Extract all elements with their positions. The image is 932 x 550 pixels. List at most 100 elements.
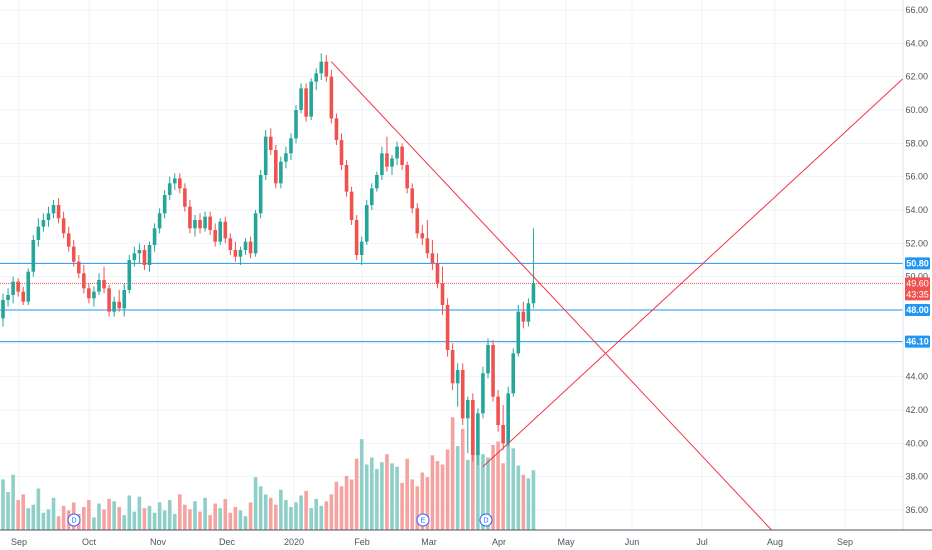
candle-body <box>137 250 142 254</box>
candle-body <box>31 240 36 272</box>
candle-body <box>375 175 379 189</box>
volume-bar <box>465 459 470 530</box>
candle-body <box>339 140 344 165</box>
candle-body <box>309 81 313 117</box>
volume-bar <box>299 495 303 530</box>
candle-body <box>1 300 5 319</box>
volume-bar <box>405 458 409 530</box>
volume-bar <box>258 486 263 530</box>
volume-bar <box>476 450 480 530</box>
candle-body <box>450 350 455 384</box>
volume-bar <box>450 417 455 530</box>
volume-bar <box>279 489 283 530</box>
candle-body <box>233 250 238 257</box>
volume-bar <box>61 505 66 530</box>
candle-body <box>521 311 526 322</box>
volume-bar <box>496 441 500 530</box>
volume-bar <box>92 517 96 530</box>
volume-bar <box>152 512 157 530</box>
candle-body <box>183 188 187 207</box>
candle-body <box>314 73 319 82</box>
trend-lines[interactable] <box>331 61 904 531</box>
candle-body <box>329 76 334 119</box>
price-tick-label: 50.00 <box>905 272 928 282</box>
volume-bar <box>218 508 223 530</box>
candle-body <box>102 280 106 289</box>
volume-bar <box>521 474 526 530</box>
volume-bar <box>369 457 374 530</box>
candle-body <box>405 165 409 189</box>
candle-body <box>476 413 480 455</box>
candle-body <box>531 283 536 304</box>
volume-bar <box>359 439 364 530</box>
volume-bar <box>294 502 298 530</box>
volume-bar <box>137 496 142 530</box>
candle-body <box>445 305 450 350</box>
volume-bar <box>319 505 324 530</box>
time-axis[interactable]: Sep Oct Nov Dec 2020 Feb Mar Apr May Jun Jul Aug Sep <box>11 537 853 547</box>
event-marker-label: E <box>421 518 426 525</box>
candle-body <box>501 425 505 444</box>
time-tick-label: Mar <box>421 537 437 547</box>
volume-bar <box>274 504 278 530</box>
volume-bar <box>162 510 167 530</box>
horizontal-levels[interactable] <box>0 262 903 343</box>
candle-body <box>26 271 31 302</box>
volume-bar <box>26 508 31 530</box>
volume-bar <box>380 462 384 530</box>
candle-body <box>66 233 71 247</box>
candle-body <box>354 220 359 255</box>
countdown-label: 43:35 <box>906 289 929 299</box>
candle-body <box>71 246 76 262</box>
candle-body <box>147 245 152 265</box>
trend-line <box>482 78 904 468</box>
volume-bar <box>284 500 288 530</box>
time-tick-label: Sep <box>837 537 853 547</box>
level-price-badge <box>905 257 930 270</box>
candle-body <box>46 213 51 220</box>
volume-bar <box>455 446 460 530</box>
volume-bar <box>82 507 86 530</box>
volume-bar <box>263 494 268 530</box>
candle-body <box>51 205 56 214</box>
volume-bar <box>501 463 505 530</box>
event-marker-icon <box>416 513 430 527</box>
price-tick-label: 66.00 <box>905 5 928 15</box>
candle-body <box>193 220 197 229</box>
candle-body <box>243 241 248 250</box>
candle-body <box>178 178 182 189</box>
candle-body <box>82 273 86 289</box>
volume-bar <box>289 507 293 530</box>
volume-bar <box>395 466 399 530</box>
level-price-label: 48.00 <box>906 305 929 315</box>
candle-body <box>92 291 96 299</box>
volume-bar <box>223 498 228 530</box>
volume-bar <box>127 495 132 530</box>
candle-body <box>87 288 91 299</box>
volume-bar <box>107 498 111 530</box>
candle-body <box>274 150 278 184</box>
time-tick-label: Jul <box>696 537 708 547</box>
volume-bar <box>486 457 490 530</box>
volume-bar <box>243 516 248 530</box>
candle-body <box>471 400 475 455</box>
candle-body <box>127 260 132 290</box>
candle-body <box>294 110 298 139</box>
candle-body <box>112 301 116 312</box>
candle-body <box>203 216 207 229</box>
candle-body <box>21 291 26 302</box>
level-price-badge <box>905 304 930 316</box>
candle-body <box>395 146 399 159</box>
time-tick-label: Sep <box>11 537 27 547</box>
volume-bar <box>415 486 420 530</box>
price-tick-label: 40.00 <box>905 438 928 448</box>
volume-bar <box>16 500 20 530</box>
candle-body <box>208 216 212 230</box>
volume-bar <box>526 478 531 530</box>
candle-body <box>268 136 273 150</box>
time-tick-label: Oct <box>82 537 97 547</box>
volume-bar <box>349 479 354 530</box>
